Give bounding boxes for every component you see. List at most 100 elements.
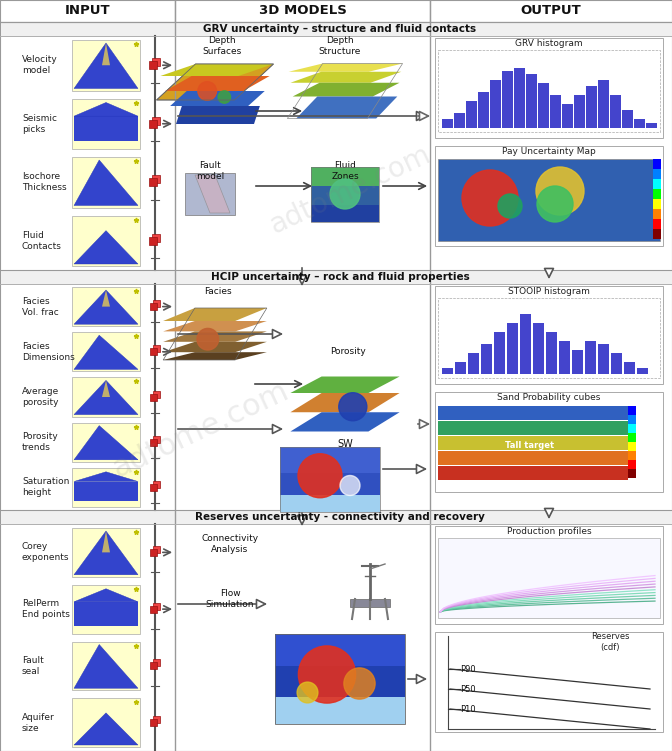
Text: Corey
exponents: Corey exponents: [22, 542, 69, 562]
Polygon shape: [74, 713, 138, 745]
Bar: [72, 423, 140, 462]
Bar: [574, 95, 585, 128]
Bar: [72, 332, 140, 372]
Polygon shape: [74, 644, 138, 688]
Bar: [149, 119, 157, 128]
Bar: [538, 83, 549, 128]
Text: Depth
Surfaces: Depth Surfaces: [202, 36, 242, 56]
Bar: [153, 546, 159, 553]
Text: Fluid
Contacts: Fluid Contacts: [22, 231, 62, 251]
Bar: [468, 353, 479, 374]
Polygon shape: [74, 426, 138, 460]
Text: Sand Probability cubes: Sand Probability cubes: [497, 394, 601, 403]
Bar: [559, 341, 570, 374]
Text: INPUT: INPUT: [65, 5, 110, 17]
Circle shape: [197, 328, 218, 350]
Text: Reserves
(cdf): Reserves (cdf): [591, 632, 629, 652]
Polygon shape: [311, 205, 379, 222]
Bar: [0, 510, 672, 524]
Bar: [72, 528, 140, 577]
Text: Flow
Simulation: Flow Simulation: [206, 589, 254, 609]
Bar: [435, 38, 663, 138]
Bar: [435, 526, 663, 624]
Bar: [74, 116, 138, 141]
Bar: [624, 362, 635, 374]
Circle shape: [218, 91, 230, 103]
Polygon shape: [290, 393, 400, 412]
Text: P10: P10: [460, 704, 476, 713]
Bar: [478, 92, 489, 128]
Bar: [628, 415, 636, 424]
Bar: [466, 101, 477, 128]
Bar: [520, 314, 531, 374]
Bar: [455, 362, 466, 374]
Bar: [153, 602, 159, 610]
Polygon shape: [74, 290, 138, 324]
Bar: [149, 178, 157, 186]
Polygon shape: [165, 76, 269, 91]
Polygon shape: [102, 381, 110, 397]
Bar: [438, 50, 660, 132]
Bar: [507, 323, 518, 374]
Polygon shape: [290, 376, 400, 393]
Bar: [435, 146, 663, 246]
Text: Tall target: Tall target: [505, 442, 554, 451]
Bar: [72, 641, 140, 690]
Bar: [490, 80, 501, 128]
Bar: [72, 287, 140, 326]
Bar: [149, 484, 157, 491]
Bar: [435, 286, 663, 384]
Bar: [275, 634, 405, 665]
Bar: [72, 698, 140, 747]
Bar: [533, 323, 544, 374]
Text: P90: P90: [460, 665, 476, 674]
Bar: [653, 209, 661, 219]
Bar: [526, 74, 537, 128]
Polygon shape: [280, 472, 380, 495]
Bar: [628, 460, 636, 469]
Bar: [149, 719, 157, 726]
Circle shape: [537, 186, 573, 222]
Bar: [628, 469, 636, 478]
Bar: [586, 86, 597, 128]
Bar: [350, 599, 390, 607]
Circle shape: [198, 82, 216, 101]
Bar: [149, 549, 157, 556]
Text: Facies
Vol. frac: Facies Vol. frac: [22, 297, 58, 317]
Bar: [438, 436, 628, 450]
Bar: [149, 439, 157, 445]
Polygon shape: [102, 290, 110, 306]
Circle shape: [498, 194, 522, 218]
Bar: [275, 665, 405, 697]
Bar: [653, 189, 661, 199]
Circle shape: [339, 393, 367, 421]
Bar: [611, 353, 622, 374]
Bar: [152, 116, 160, 125]
Bar: [494, 332, 505, 374]
Text: Porosity
trends: Porosity trends: [22, 432, 58, 452]
Polygon shape: [163, 321, 267, 331]
Bar: [438, 538, 660, 618]
Bar: [153, 391, 159, 397]
Polygon shape: [311, 185, 379, 205]
Text: Fault
seal: Fault seal: [22, 656, 44, 676]
Polygon shape: [74, 160, 138, 206]
Text: GRV uncertainty – structure and fluid contacts: GRV uncertainty – structure and fluid co…: [204, 24, 476, 34]
Polygon shape: [74, 531, 138, 575]
Text: Connectivity
Analysis: Connectivity Analysis: [202, 534, 259, 554]
Bar: [562, 104, 573, 128]
Bar: [481, 344, 492, 374]
Text: Saturation
height: Saturation height: [22, 478, 69, 497]
Text: 3D MODELS: 3D MODELS: [259, 5, 347, 17]
Bar: [454, 113, 465, 128]
Polygon shape: [289, 64, 403, 72]
Text: Depth
Structure: Depth Structure: [319, 36, 361, 56]
Bar: [637, 368, 648, 374]
Bar: [152, 59, 160, 66]
Circle shape: [298, 454, 342, 498]
Bar: [628, 433, 636, 442]
Bar: [72, 98, 140, 149]
Bar: [628, 424, 636, 433]
Bar: [438, 421, 628, 435]
Bar: [628, 442, 636, 451]
